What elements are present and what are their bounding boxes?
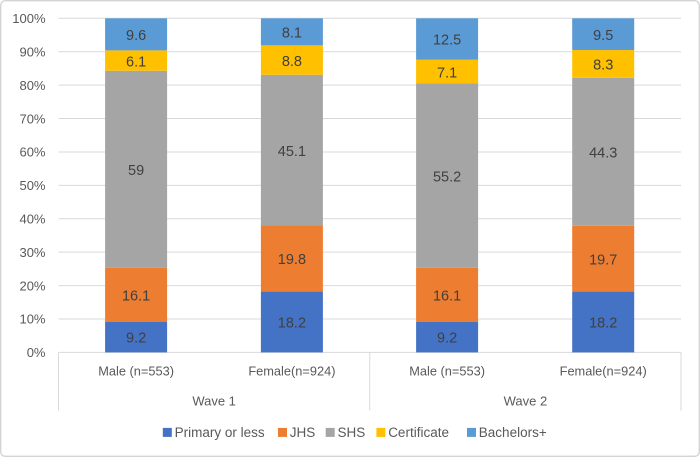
svg-text:Wave 1: Wave 1 (192, 394, 236, 409)
svg-text:Female(n=924): Female(n=924) (248, 364, 335, 379)
svg-text:Female(n=924): Female(n=924) (560, 364, 647, 379)
svg-text:18.2: 18.2 (278, 316, 306, 332)
svg-text:80%: 80% (19, 78, 45, 93)
svg-text:16.1: 16.1 (122, 288, 150, 304)
svg-text:7.1: 7.1 (437, 65, 457, 81)
svg-text:JHS: JHS (290, 425, 316, 440)
svg-text:16.1: 16.1 (433, 288, 461, 304)
svg-text:0%: 0% (27, 345, 46, 360)
svg-text:20%: 20% (19, 278, 45, 293)
svg-text:Certificate: Certificate (388, 425, 449, 440)
svg-text:Male (n=553): Male (n=553) (98, 364, 174, 379)
svg-text:Bachelors+: Bachelors+ (479, 425, 547, 440)
svg-text:9.2: 9.2 (437, 331, 457, 347)
svg-text:12.5: 12.5 (433, 33, 461, 49)
svg-text:10%: 10% (19, 312, 45, 327)
svg-text:Wave 2: Wave 2 (504, 394, 548, 409)
svg-text:9.6: 9.6 (126, 28, 146, 44)
svg-text:40%: 40% (19, 212, 45, 227)
svg-text:9.5: 9.5 (593, 28, 613, 44)
svg-text:90%: 90% (19, 44, 45, 59)
svg-text:6.1: 6.1 (126, 54, 146, 70)
svg-text:8.3: 8.3 (593, 58, 613, 74)
svg-text:Male (n=553): Male (n=553) (409, 364, 485, 379)
svg-text:Primary or less: Primary or less (175, 425, 265, 440)
svg-text:19.7: 19.7 (589, 252, 617, 268)
svg-text:45.1: 45.1 (278, 144, 306, 160)
svg-text:44.3: 44.3 (589, 145, 617, 161)
svg-text:19.8: 19.8 (278, 252, 306, 268)
svg-text:100%: 100% (12, 11, 46, 26)
svg-text:59: 59 (128, 163, 144, 179)
svg-text:SHS: SHS (338, 425, 366, 440)
svg-text:55.2: 55.2 (433, 169, 461, 185)
svg-text:60%: 60% (19, 145, 45, 160)
svg-text:8.8: 8.8 (282, 54, 302, 70)
svg-text:9.2: 9.2 (126, 331, 146, 347)
svg-text:30%: 30% (19, 245, 45, 260)
svg-text:70%: 70% (19, 111, 45, 126)
svg-text:18.2: 18.2 (589, 316, 617, 332)
svg-text:50%: 50% (19, 178, 45, 193)
svg-text:8.1: 8.1 (282, 26, 302, 42)
